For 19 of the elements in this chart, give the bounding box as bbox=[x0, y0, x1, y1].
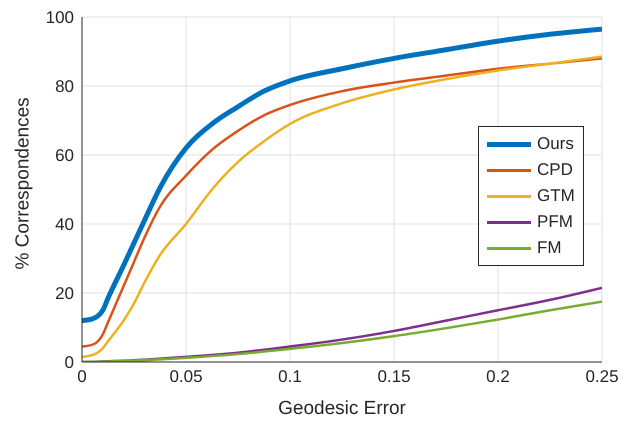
x-tick-label: 0.2 bbox=[486, 367, 510, 386]
y-tick-label: 40 bbox=[55, 215, 74, 234]
x-tick-label: 0.25 bbox=[585, 367, 619, 386]
y-tick-label: 80 bbox=[55, 77, 74, 96]
y-tick-label: 60 bbox=[55, 146, 74, 166]
y-tick-label: 0 bbox=[64, 353, 74, 372]
legend-label: PFM bbox=[537, 212, 573, 232]
x-tick-label: 0.1 bbox=[278, 367, 302, 386]
legend-label: GTM bbox=[537, 186, 575, 206]
y-axis-title: % Correspondences bbox=[12, 97, 34, 270]
legend-label: FM bbox=[537, 238, 562, 258]
x-tick-label: 0.05 bbox=[169, 367, 203, 386]
legend-label: Ours bbox=[537, 134, 574, 154]
y-tick-label: 20 bbox=[55, 284, 74, 304]
x-axis-title: Geodesic Error bbox=[278, 398, 407, 419]
legend-label: CPD bbox=[537, 160, 573, 180]
x-tick-label: 0.15 bbox=[377, 367, 411, 386]
y-tick-label: 100 bbox=[46, 8, 74, 28]
x-tick-label: 0 bbox=[77, 367, 87, 386]
